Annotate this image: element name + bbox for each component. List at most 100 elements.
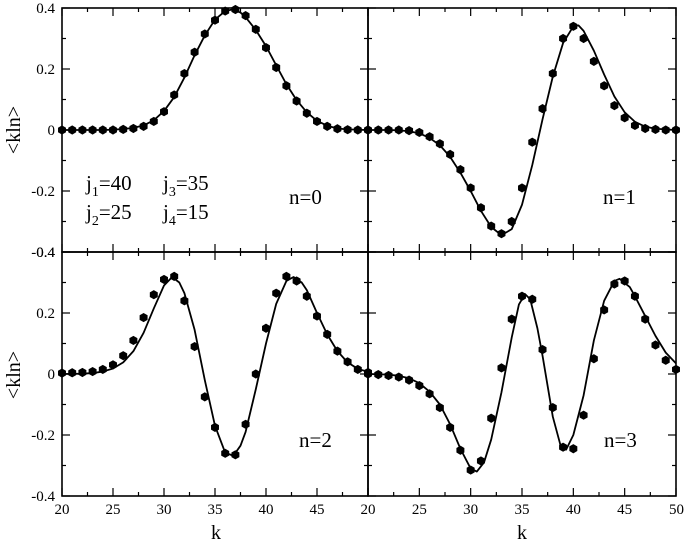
j1-annotation: j1=40 — [85, 171, 132, 200]
data-point — [630, 120, 639, 131]
data-point — [507, 314, 516, 324]
data-point — [68, 125, 77, 135]
data-point — [129, 335, 138, 346]
data-point — [313, 311, 321, 321]
y-tick-label: -0.2 — [31, 428, 55, 444]
x-tick-label: 45 — [617, 502, 632, 518]
data-point — [343, 125, 352, 135]
data-point — [180, 68, 189, 79]
data-point — [241, 419, 250, 429]
data-point — [415, 127, 424, 138]
y-tick-label: 0.2 — [36, 62, 55, 78]
data-point — [476, 456, 485, 466]
data-point — [221, 6, 230, 16]
data-point — [497, 229, 506, 239]
panel-label-n0: n=0 — [289, 185, 322, 209]
data-point — [221, 448, 230, 458]
data-point — [487, 413, 496, 423]
x-tick-label: 30 — [157, 502, 172, 518]
x-tick-label: 20 — [55, 502, 70, 518]
data-point — [98, 364, 107, 375]
x-tick-label: 40 — [566, 502, 581, 518]
data-point — [600, 81, 609, 91]
data-point — [538, 345, 547, 355]
x-tick-label: 35 — [208, 502, 223, 518]
data-point — [425, 132, 434, 142]
panel-label-n2: n=2 — [299, 428, 332, 452]
data-point — [435, 402, 444, 413]
data-point — [241, 11, 250, 21]
data-point — [302, 108, 311, 118]
y-tick-label: 0 — [48, 367, 56, 383]
data-point — [518, 291, 526, 301]
data-point — [384, 125, 393, 135]
data-point — [610, 279, 619, 289]
data-point — [559, 33, 568, 44]
x-tick-label: 35 — [515, 502, 530, 518]
data-point — [231, 4, 240, 15]
data-point — [497, 363, 506, 373]
data-point — [620, 276, 629, 286]
data-point — [160, 274, 168, 285]
data-point — [333, 346, 342, 356]
data-point — [353, 125, 362, 135]
data-point — [149, 290, 158, 300]
data-point — [323, 329, 332, 339]
data-point — [200, 392, 209, 402]
data-point — [641, 314, 650, 324]
data-point — [58, 368, 66, 378]
data-point — [446, 422, 455, 432]
data-point — [487, 221, 496, 231]
data-point — [88, 366, 97, 377]
data-point — [282, 81, 291, 91]
data-point — [600, 305, 609, 315]
panel-frame-1 — [367, 7, 677, 253]
data-point — [282, 271, 291, 281]
data-point — [466, 183, 475, 193]
data-point — [405, 375, 414, 385]
data-point — [384, 370, 393, 381]
data-point — [190, 341, 199, 352]
data-point — [672, 364, 680, 375]
x-tick-label: 20 — [361, 502, 376, 518]
y-tick-label: 0 — [48, 123, 56, 139]
data-point — [149, 116, 158, 127]
data-point — [292, 96, 301, 106]
data-point — [78, 367, 87, 378]
x-tick-label: 25 — [412, 502, 427, 518]
data-point — [109, 125, 117, 135]
data-point — [190, 47, 199, 57]
x-tick-label: 30 — [463, 502, 478, 518]
data-point — [302, 291, 311, 301]
data-point — [456, 165, 465, 175]
data-point — [139, 121, 148, 131]
data-point — [641, 123, 650, 134]
data-point — [272, 62, 281, 73]
data-point — [200, 29, 209, 39]
data-point — [528, 137, 537, 147]
data-point — [98, 125, 107, 135]
x-tick-label: 50 — [669, 502, 684, 518]
data-point — [661, 355, 670, 365]
data-point — [466, 465, 475, 475]
data-point — [394, 125, 403, 135]
data-point — [476, 203, 485, 213]
data-point — [272, 288, 281, 298]
data-point — [374, 125, 383, 135]
y-tick-label: 0.4 — [36, 1, 55, 17]
data-point — [170, 90, 179, 100]
x-tick-label: 45 — [310, 502, 325, 518]
data-point — [251, 24, 260, 34]
data-point — [180, 296, 189, 306]
y-tick-label: -0.4 — [31, 245, 55, 261]
data-point — [129, 123, 138, 134]
data-point — [170, 271, 179, 281]
data-point — [262, 43, 270, 53]
data-point — [435, 139, 444, 149]
data-point — [651, 340, 660, 350]
x-axis-label-left: k — [211, 522, 221, 543]
data-point — [538, 104, 547, 114]
x-tick-label: 25 — [106, 502, 121, 518]
data-point — [559, 442, 568, 452]
